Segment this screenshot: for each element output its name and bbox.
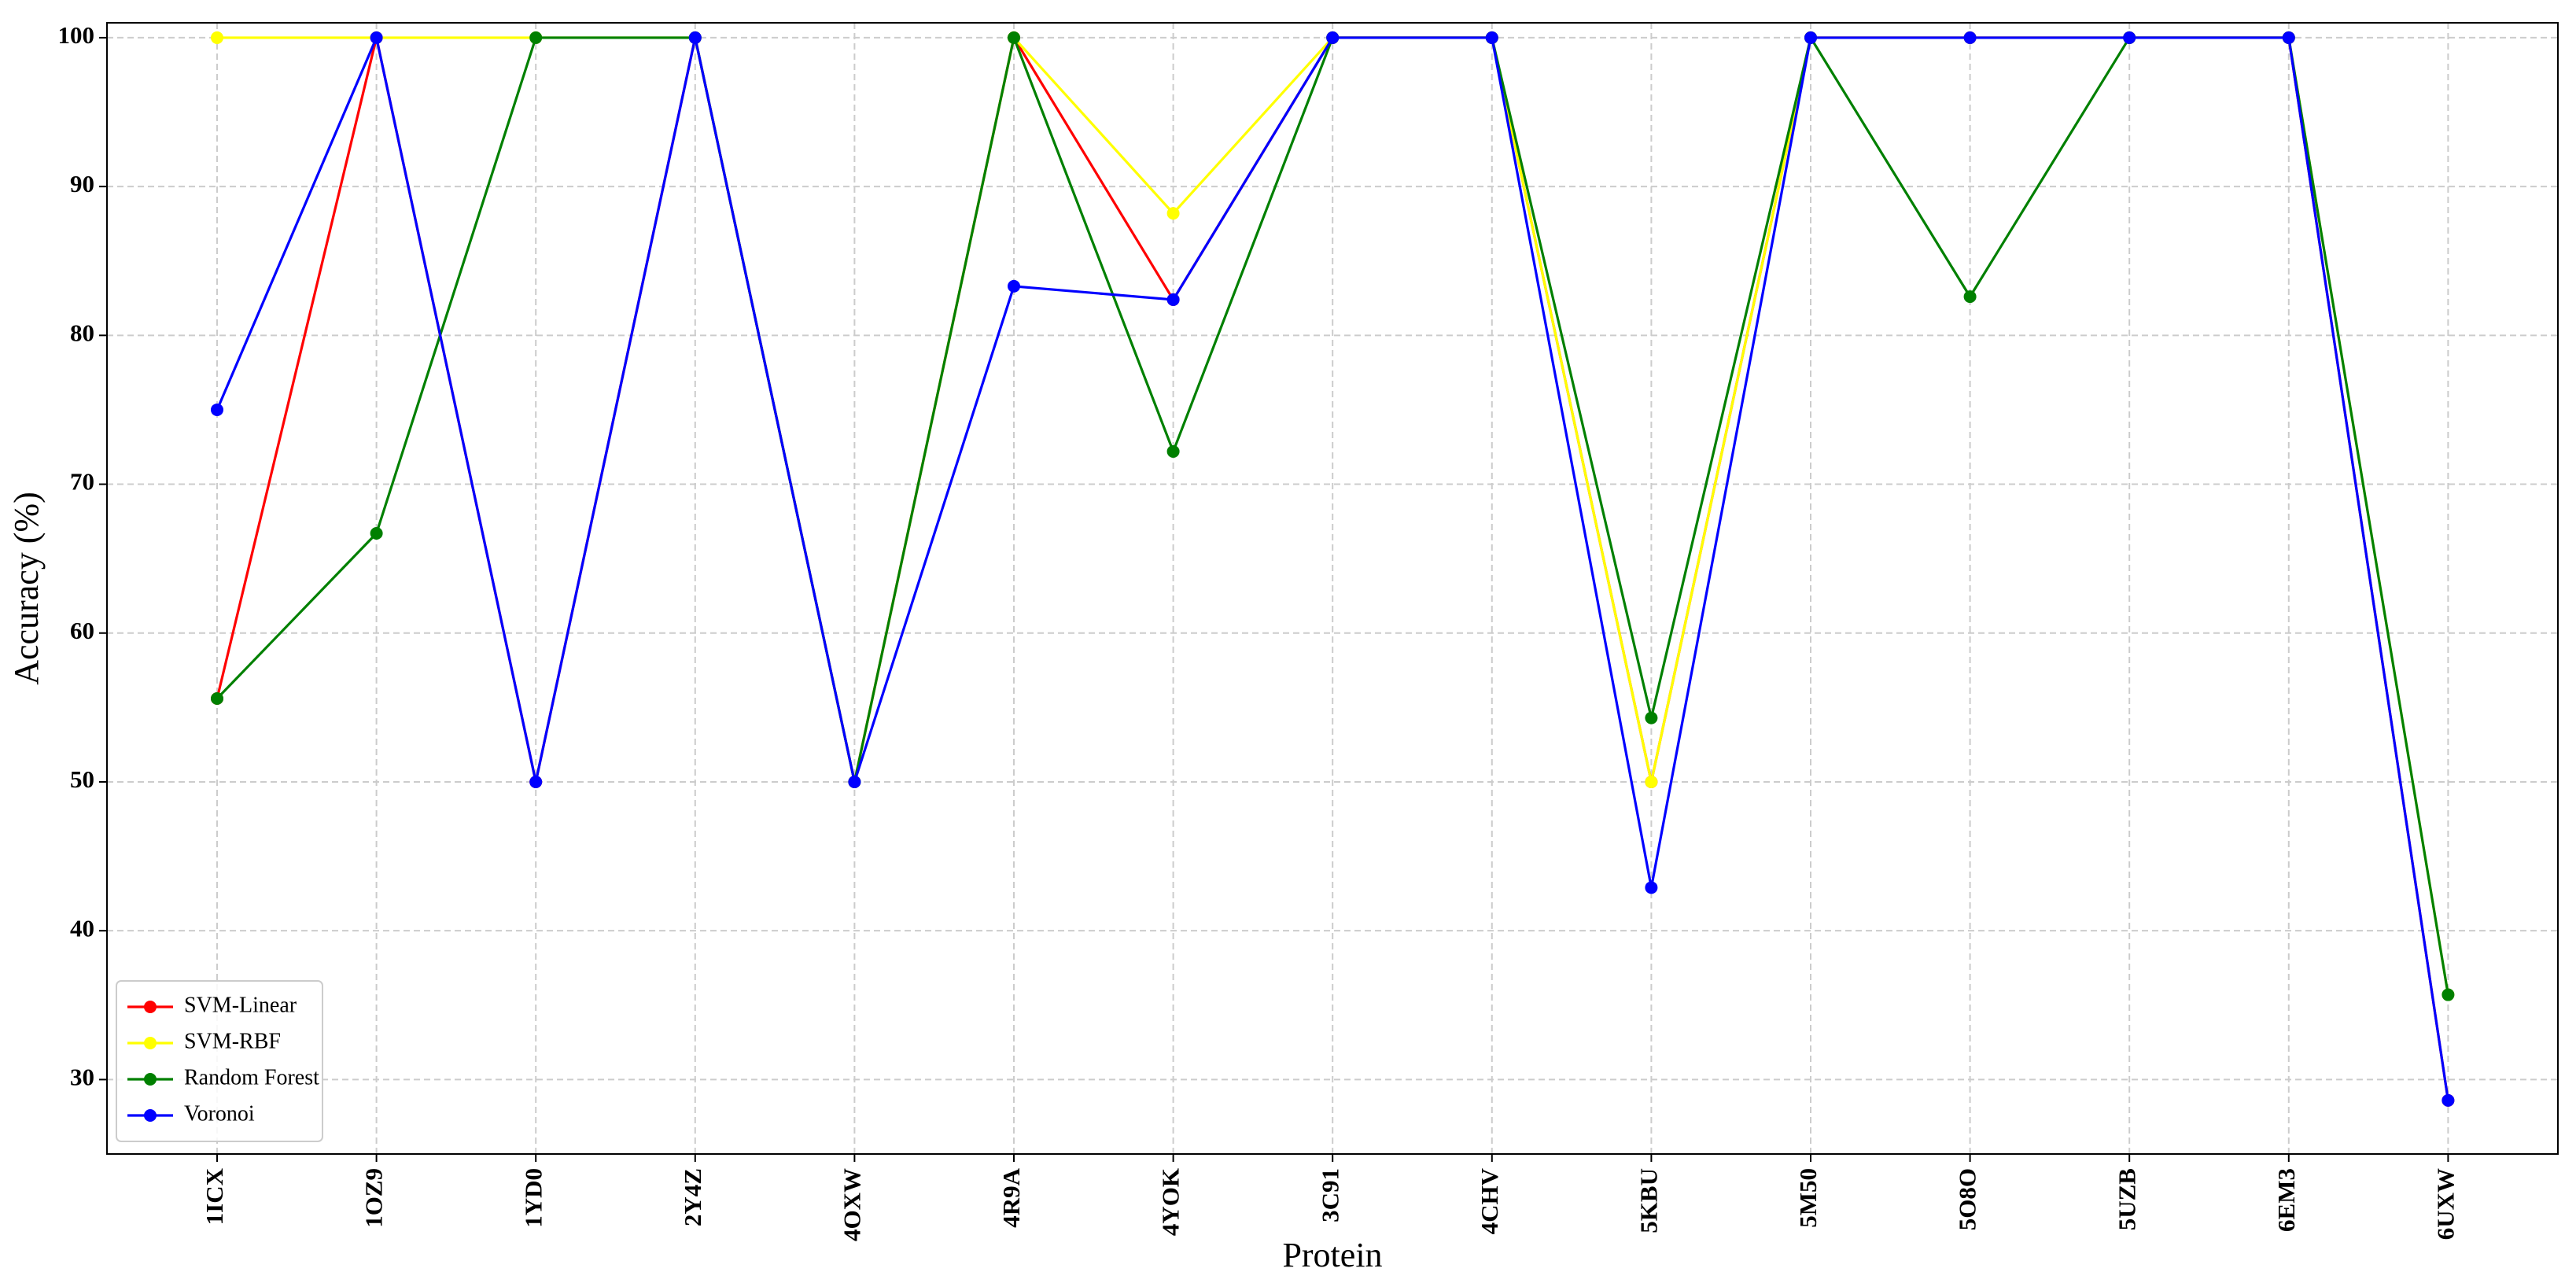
- point: [1645, 881, 1658, 894]
- point: [1008, 31, 1020, 44]
- point: [1166, 207, 1180, 220]
- point: [1645, 711, 1658, 724]
- point: [1166, 444, 1180, 458]
- x-tick-label: 5M50: [1794, 1168, 1822, 1228]
- x-tick-label: 5UZB: [2113, 1168, 2140, 1230]
- y-tick-label: 30: [70, 1064, 94, 1091]
- y-tick-label: 50: [70, 765, 94, 793]
- x-tick-label: 6EM3: [2272, 1168, 2300, 1232]
- x-tick-label: 4R9A: [997, 1167, 1025, 1227]
- legend-label: SVM-RBF: [184, 1029, 281, 1053]
- x-tick-label: 5KBU: [1635, 1168, 1663, 1233]
- y-tick-label: 60: [70, 617, 94, 644]
- legend-box: [116, 980, 323, 1142]
- legend-marker: [144, 1109, 157, 1122]
- x-tick-label: 1OZ9: [360, 1168, 388, 1228]
- legend-label: Voronoi: [184, 1101, 255, 1126]
- point: [1804, 31, 1817, 44]
- y-tick-label: 90: [70, 170, 94, 197]
- point: [1008, 279, 1020, 293]
- y-axis-label: Accuracy (%): [7, 492, 46, 685]
- x-tick-label: 4OXW: [838, 1168, 866, 1241]
- x-tick-label: 2Y4Z: [679, 1168, 706, 1226]
- point: [1645, 775, 1658, 788]
- point: [211, 692, 223, 706]
- x-axis-label: Protein: [1282, 1236, 1382, 1274]
- point: [370, 31, 383, 44]
- plot-frame: [106, 22, 2559, 1155]
- x-tick-label: 1ICX: [201, 1167, 228, 1225]
- x-tick-label: 4YOK: [1157, 1168, 1185, 1236]
- x-tick-label: 5O8O: [1954, 1168, 1981, 1230]
- y-tick-label: 100: [58, 21, 95, 49]
- point: [1963, 31, 1977, 44]
- point: [2123, 31, 2136, 44]
- point: [2282, 31, 2295, 44]
- point: [1963, 290, 1977, 304]
- x-tick-label: 6UXW: [2432, 1168, 2460, 1240]
- y-tick-label: 80: [70, 319, 94, 346]
- point: [529, 775, 543, 788]
- point: [1326, 31, 1340, 44]
- point: [688, 31, 702, 44]
- point: [2441, 988, 2455, 1001]
- legend-marker: [144, 1001, 157, 1013]
- x-tick-label: 1YD0: [519, 1168, 547, 1228]
- legend-marker: [144, 1073, 157, 1086]
- point: [1485, 31, 1498, 44]
- point: [848, 775, 861, 788]
- y-tick-label: 40: [70, 914, 94, 942]
- y-tick-label: 70: [70, 468, 94, 496]
- point: [2441, 1093, 2455, 1107]
- x-tick-label: 3C91: [1316, 1168, 1343, 1222]
- x-tick-label: 4CHV: [1476, 1167, 1503, 1234]
- legend-label: SVM-Linear: [184, 993, 297, 1017]
- legend-label: Random Forest: [184, 1065, 319, 1089]
- point: [529, 31, 543, 44]
- legend-marker: [144, 1037, 157, 1049]
- point: [370, 526, 383, 540]
- point: [211, 403, 223, 416]
- point: [211, 31, 223, 44]
- point: [1166, 293, 1180, 306]
